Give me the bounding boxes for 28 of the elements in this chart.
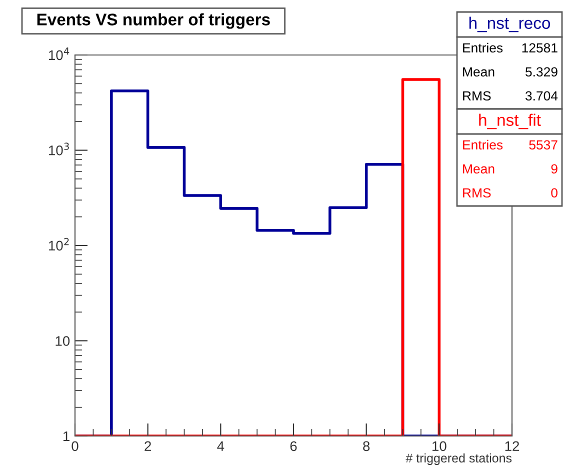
text: 12581 [522, 43, 558, 53]
x-tick-label: 10 [432, 441, 446, 452]
text: Entries [463, 42, 503, 53]
chart-title: Events VS number of triggers [37, 13, 270, 29]
y-tick-label: 10$^{2}$ [48, 238, 69, 251]
y-tick-label: 10 [56, 336, 70, 346]
x-tick-label: 2 [144, 441, 151, 451]
text: 5.329 [526, 67, 558, 77]
x-tick-label: 0 [72, 441, 78, 452]
text: 0 [551, 188, 558, 198]
x-axis-title: # triggered stations [406, 453, 512, 465]
y-tick-label: 10$^{3}$ [48, 142, 69, 156]
annotation: Mean [463, 67, 494, 77]
annotation: Mean [463, 164, 494, 174]
x-tick-label: 6 [290, 441, 297, 452]
y-tick-label: 1 [63, 431, 70, 442]
text: 3.704 [525, 91, 558, 101]
text: h_nst_fit [479, 114, 541, 130]
text: 5537 [529, 140, 558, 150]
annotation: Entries [463, 140, 503, 150]
annotation: RMS [463, 188, 491, 198]
x-tick-label: 8 [363, 441, 370, 452]
y-tick-label: 10$^{4}$ [48, 48, 70, 60]
x-tick-label: 4 [217, 441, 224, 451]
text: h_nst_reco [469, 16, 550, 32]
text: 9 [551, 164, 558, 174]
x-tick-label: 12 [505, 441, 520, 451]
annotation: RMS [463, 91, 491, 101]
